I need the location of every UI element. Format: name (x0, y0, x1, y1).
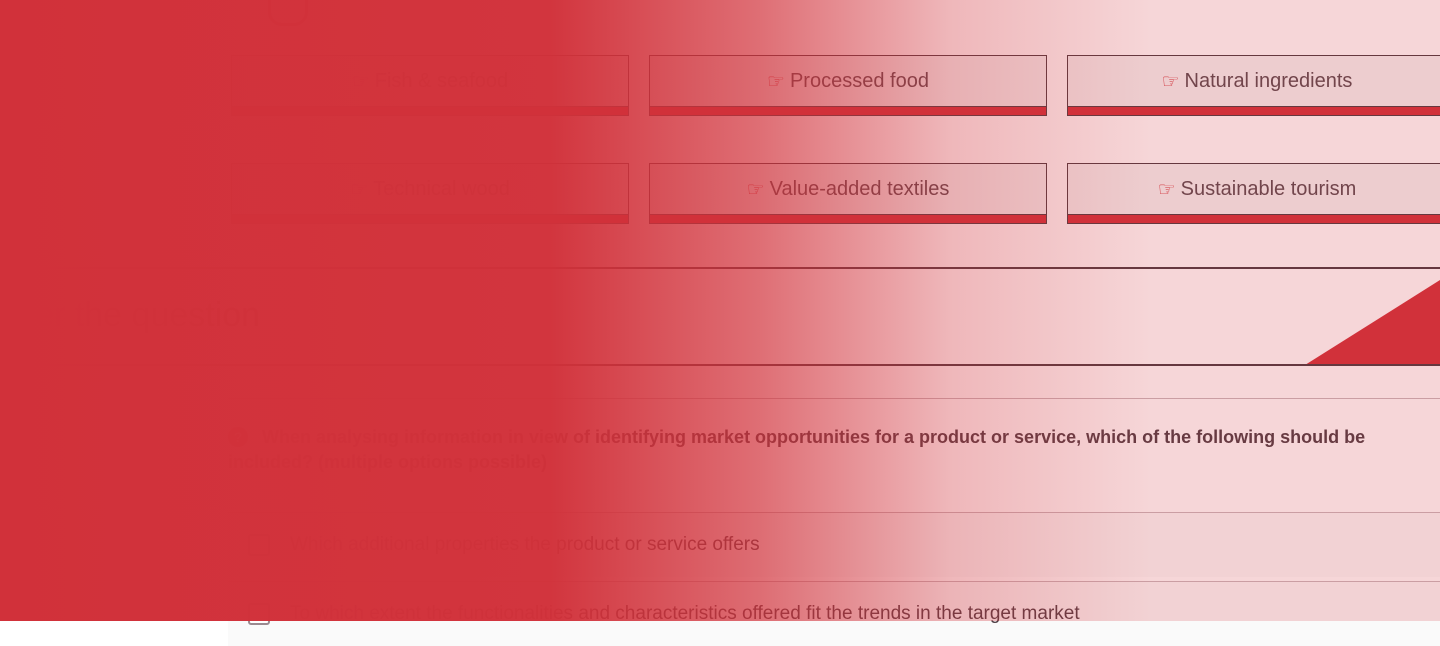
hand-pointer-icon: ☞ (1157, 179, 1176, 201)
sector-button-natural-ingredients[interactable]: ☞ Natural ingredients (1067, 55, 1440, 116)
sector-label: Processed food (789, 70, 929, 92)
hand-pointer-icon: ☞ (1161, 71, 1180, 93)
divider (0, 267, 1440, 269)
question-circle-icon: ? (228, 427, 248, 447)
hand-pointer-icon: ☞ (767, 71, 785, 93)
option-label: To which extent the functionalities and … (290, 603, 1080, 624)
divider (0, 364, 1440, 366)
decorative-triangle (1305, 280, 1440, 365)
checkbox[interactable] (248, 603, 270, 625)
section-heading: Answer the question (0, 296, 261, 334)
sector-button-sustainable-tourism[interactable]: ☞ Sustainable tourism (1067, 163, 1440, 224)
chef-icon (268, 0, 308, 26)
question-label: When analysing information in view of id… (228, 427, 1366, 472)
sector-label: Sustainable tourism (1180, 178, 1357, 200)
hand-pointer-icon: ☞ (350, 179, 369, 201)
sector-button-processed-food[interactable]: ☞ Processed food (649, 55, 1047, 116)
sector-label: Natural ingredients (1184, 70, 1353, 92)
question-text: ? When analysing information in view of i… (228, 425, 1428, 475)
sector-button-fish-seafood[interactable]: ☞ Fish & seafood (231, 55, 629, 116)
option-label: Which additional properties the product … (290, 534, 760, 555)
sector-button-technical-wood[interactable]: ☞ Technical wood (231, 163, 629, 224)
checkbox[interactable] (248, 534, 270, 556)
sector-label: Technical wood (373, 178, 510, 200)
divider (228, 398, 1440, 399)
hand-pointer-icon: ☞ (351, 71, 370, 93)
option-row[interactable]: Which additional properties the product … (228, 513, 1440, 577)
option-row[interactable]: To which extent the functionalities and … (228, 582, 1440, 646)
sector-label: Fish & seafood (374, 70, 509, 92)
sector-button-value-added-textiles[interactable]: ☞ Value-added textiles (649, 163, 1047, 224)
hand-pointer-icon: ☞ (746, 179, 765, 201)
sector-label: Value-added textiles (769, 178, 950, 200)
